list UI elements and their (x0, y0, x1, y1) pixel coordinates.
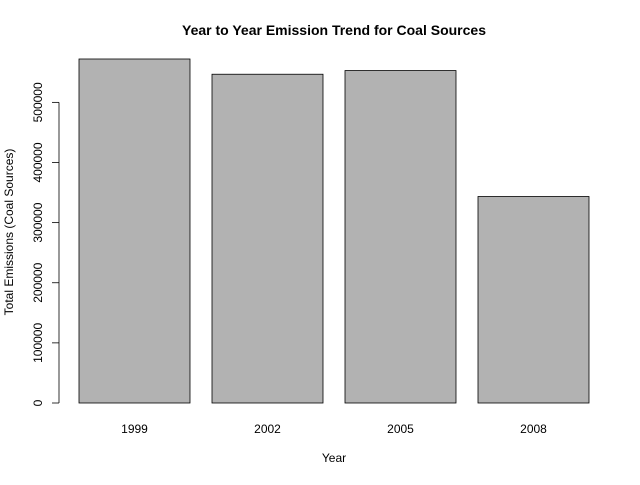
x-tick-label: 2005 (387, 422, 414, 436)
x-tick-label: 1999 (121, 422, 148, 436)
y-tick-label: 100000 (31, 323, 45, 363)
bar-2008 (477, 196, 590, 404)
bar-1999 (78, 58, 191, 404)
x-tick-label: 2002 (254, 422, 281, 436)
y-axis: 0 100000 200000 300000 400000 500000 (31, 82, 60, 406)
chart-title: Year to Year Emission Trend for Coal Sou… (182, 22, 486, 38)
y-tick-label: 0 (31, 399, 45, 406)
bar-2005 (344, 70, 457, 404)
x-tick-label: 2008 (520, 422, 547, 436)
x-tick-labels: 1999 2002 2005 2008 (121, 422, 547, 436)
y-tick-label: 300000 (31, 202, 45, 242)
y-axis-label: Total Emissions (Coal Sources) (2, 149, 16, 316)
bars-group (78, 58, 590, 404)
x-axis-label: Year (322, 451, 346, 465)
y-tick-label: 500000 (31, 82, 45, 122)
y-tick-label: 400000 (31, 142, 45, 182)
bar-2002 (211, 73, 324, 404)
y-tick-label: 200000 (31, 262, 45, 302)
